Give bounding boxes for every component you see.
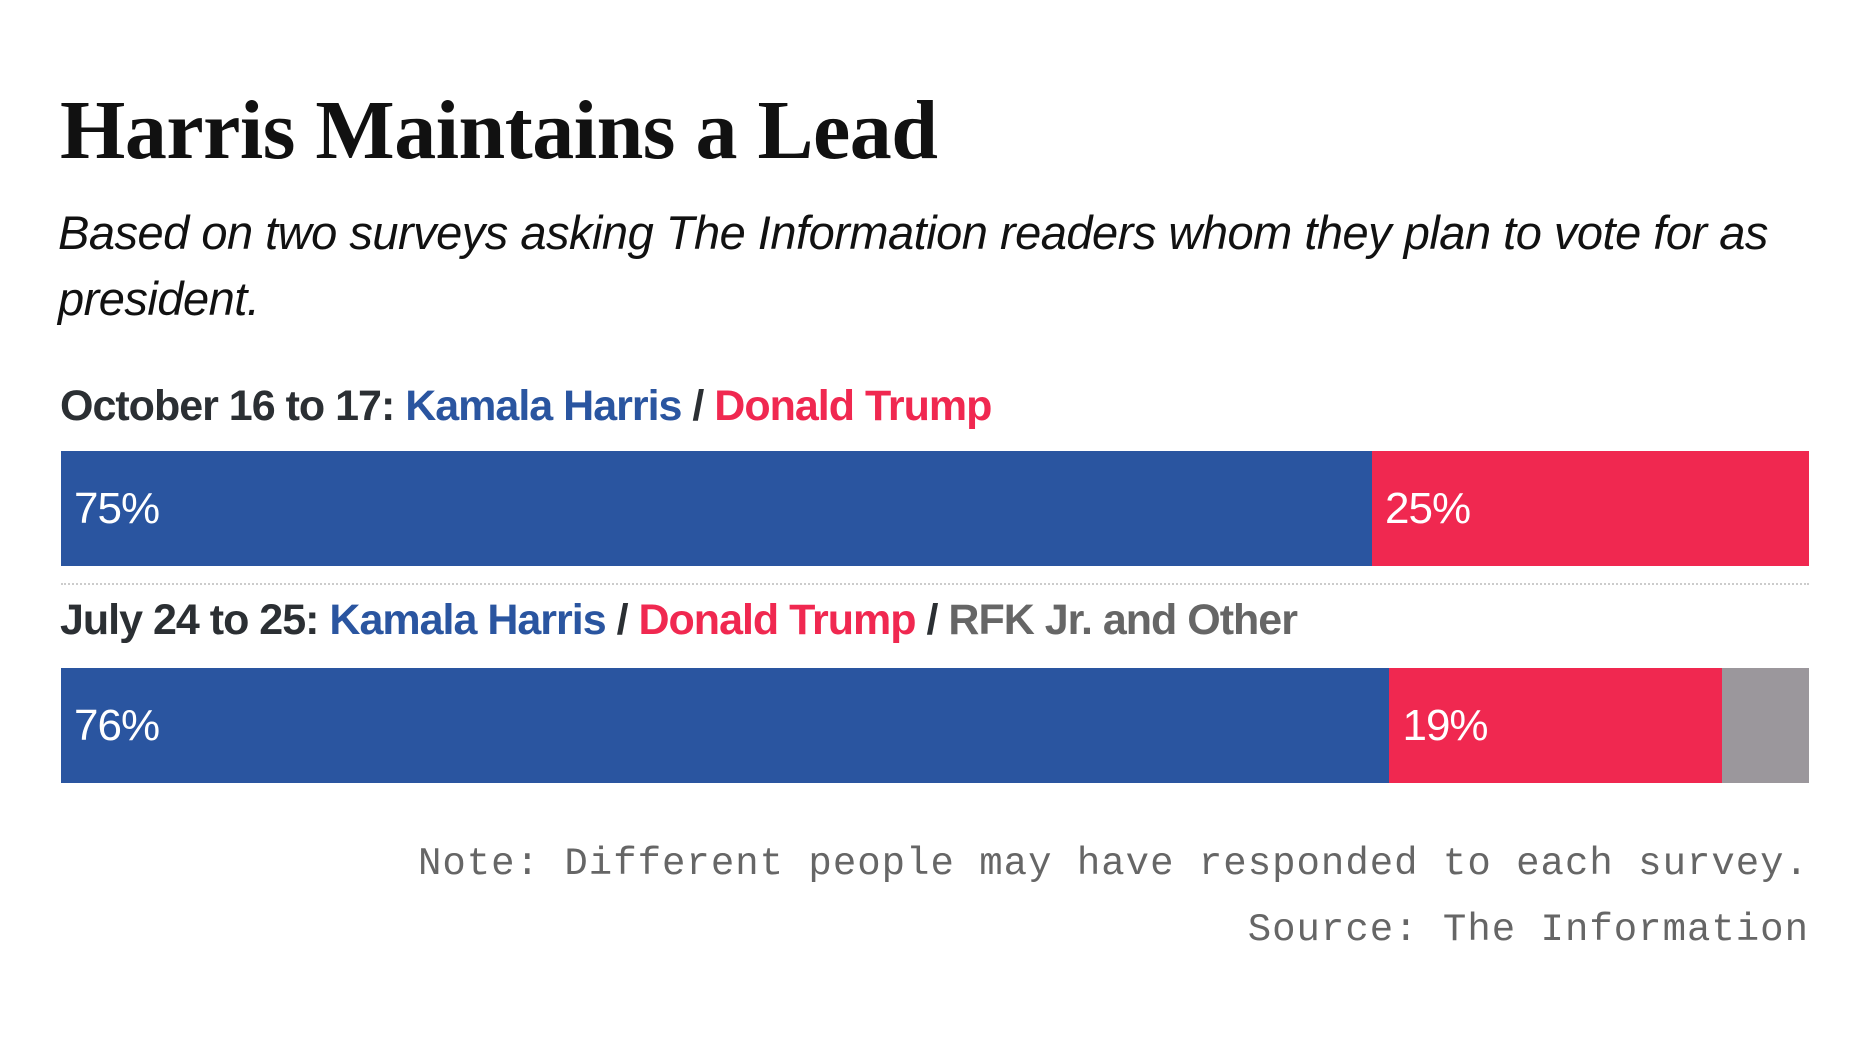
- bar-segment: 25%: [1372, 451, 1809, 566]
- bar-october: 75% 25%: [61, 451, 1809, 566]
- note: Note: Different people may have responde…: [417, 842, 1809, 886]
- data-label: 76%: [74, 700, 160, 750]
- divider: [61, 583, 1809, 585]
- data-label: 25%: [1385, 483, 1471, 533]
- legend-separator: /: [915, 596, 949, 644]
- chart-title: Harris Maintains a Lead: [60, 84, 938, 177]
- group-label-october: October 16 to 17: Kamala Harris / Donald…: [60, 382, 992, 431]
- legend-entry: Donald Trump: [638, 596, 916, 644]
- date-label: July 24 to 25:: [60, 596, 330, 644]
- source: Source: The Information: [1247, 908, 1809, 952]
- legend-entry: RFK Jr. and Other: [948, 596, 1298, 644]
- chart-subtitle: Based on two surveys asking The Informat…: [58, 206, 1768, 325]
- bar-segment: 19%: [1389, 668, 1722, 783]
- legend-entry: Kamala Harris: [405, 382, 682, 430]
- bar-segment: [1721, 668, 1809, 783]
- date-label: October 16 to 17:: [60, 382, 406, 430]
- bar-segment: 75%: [61, 451, 1372, 566]
- bar-july: 76% 19%: [61, 668, 1809, 783]
- data-label: 19%: [1402, 700, 1488, 750]
- legend-entry: Donald Trump: [714, 382, 992, 430]
- data-label: 75%: [74, 483, 160, 533]
- legend-separator: /: [605, 596, 639, 644]
- group-label-july: July 24 to 25: Kamala Harris / Donald Tr…: [60, 596, 1298, 645]
- legend-entry: Kamala Harris: [329, 596, 606, 644]
- legend-separator: /: [681, 382, 715, 430]
- bar-segment: 76%: [61, 668, 1390, 783]
